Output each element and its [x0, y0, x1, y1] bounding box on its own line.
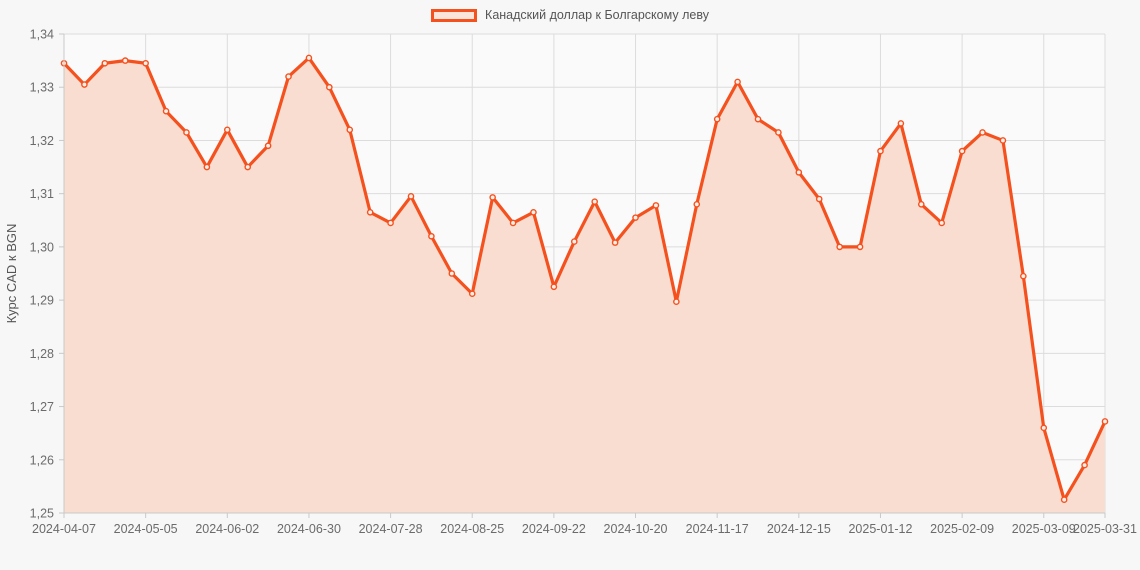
y-axis-tick-labels: 1,25 1,26 1,27 1,28 1,29 1,30 1,31 1,32 1,33 1,34	[30, 28, 64, 521]
x-tick-label: 2024-08-25	[440, 522, 504, 536]
legend-label-cad-bgn[interactable]: Канадский доллар к Болгарскому леву	[485, 8, 709, 22]
y-axis-title: Курс CAD к BGN	[4, 224, 19, 324]
y-tick-label: 1,31	[30, 187, 54, 201]
x-tick-label: 2024-07-28	[359, 522, 423, 536]
x-tick-label: 2024-11-17	[686, 522, 749, 536]
y-tick-label: 1,33	[30, 81, 54, 95]
x-axis-tick-labels: 2024-04-07 2024-05-05 2024-06-02 2024-06-30…	[32, 513, 1137, 536]
x-tick-label: 2024-06-30	[277, 522, 341, 536]
x-tick-label: 2024-06-02	[195, 522, 259, 536]
series-area-fill	[64, 57, 1105, 513]
y-tick-label: 1,34	[30, 28, 54, 42]
y-axis-title-text: Курс CAD к BGN	[4, 224, 19, 324]
x-tick-label: 2025-01-12	[848, 522, 912, 536]
x-tick-label: 2024-05-05	[114, 522, 178, 536]
x-tick-label: 2024-04-07	[32, 522, 96, 536]
chart-legend: Канадский доллар к Болгарскому леву	[0, 4, 1140, 26]
x-tick-label: 2025-03-09	[1012, 522, 1076, 536]
x-tick-label: 2025-03-31	[1073, 522, 1137, 536]
x-tick-label: 2024-09-22	[522, 522, 586, 536]
series-markers[interactable]	[60, 54, 1109, 503]
y-tick-label: 1,29	[30, 294, 54, 308]
y-tick-label: 1,26	[30, 453, 54, 467]
axis-lines	[63, 34, 1105, 514]
y-tick-label: 1,25	[30, 507, 54, 521]
y-tick-label: 1,27	[30, 400, 54, 414]
legend-swatch-cad-bgn[interactable]	[431, 8, 478, 22]
y-tick-label: 1,32	[30, 134, 54, 148]
x-tick-label: 2024-10-20	[604, 522, 668, 536]
x-tick-label: 2024-12-15	[767, 522, 831, 536]
x-tick-label: 2025-02-09	[930, 522, 994, 536]
series-line	[62, 56, 1107, 502]
y-tick-label: 1,28	[30, 347, 54, 361]
y-tick-label: 1,30	[30, 240, 54, 254]
